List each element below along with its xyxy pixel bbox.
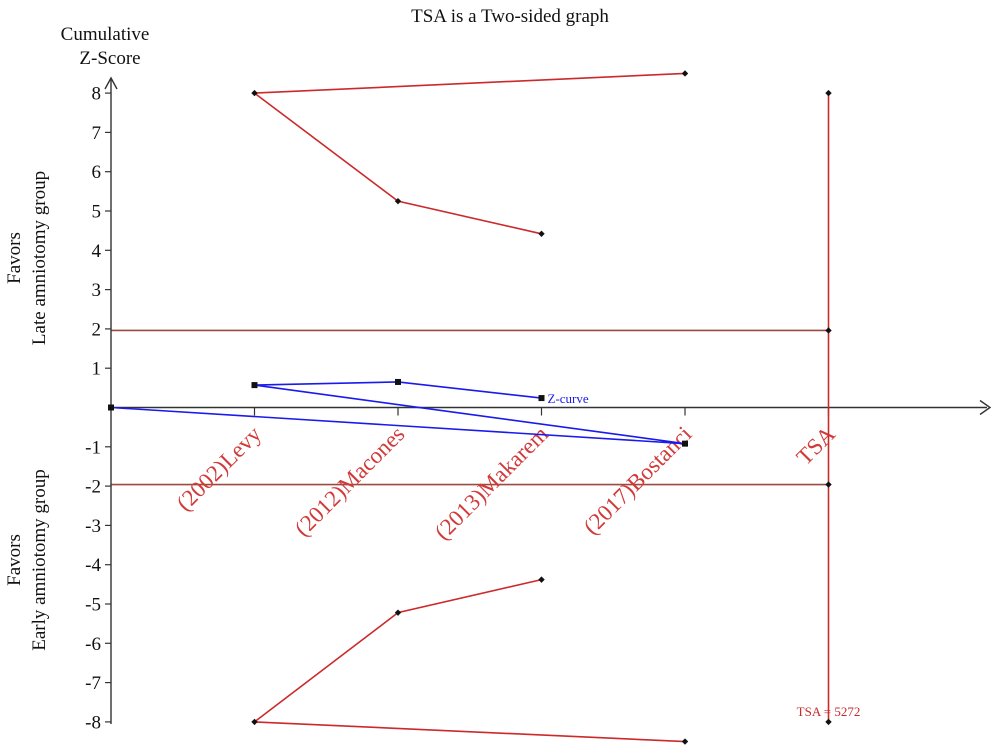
z-curve-point [251, 382, 258, 389]
chart-title: TSA is a Two-sided graph [411, 6, 609, 27]
z-curve-label: Z-curve [548, 391, 589, 406]
y-tick-label: -3 [85, 516, 101, 537]
z-curve-point [108, 404, 114, 411]
boundary-point [538, 230, 545, 237]
favors-early-line1: Favors [4, 534, 25, 586]
monitoring-boundary-upper [254, 92, 542, 235]
favors-late-line2: Late amniotomy group [29, 171, 50, 345]
tsa-line-marker [825, 481, 832, 488]
tsa-line-marker [825, 718, 832, 726]
y-tick-label: 6 [92, 162, 102, 183]
boundary-point [681, 70, 689, 77]
tsa-line-marker [825, 327, 832, 334]
x-category-label: (2012)Macones [290, 421, 410, 541]
y-tick-label: -2 [85, 477, 101, 498]
x-category-label: (2017)Bostanci [579, 421, 697, 539]
x-category-label: TSA [792, 421, 841, 470]
favors-late-line1: Favors [4, 232, 25, 284]
y-tick-label: -5 [85, 595, 101, 616]
tsa-sample-size-label: TSA = 5272 [797, 704, 861, 719]
tsa-line-marker [825, 89, 832, 97]
y-tick-label: -8 [85, 712, 101, 733]
boundary-point [394, 609, 402, 616]
z-curve-point [395, 378, 401, 385]
x-axis-arrow [979, 399, 992, 416]
z-curve-point [682, 440, 688, 447]
y-label-bottom: Z-Score [79, 48, 140, 69]
outer-boundary-lower [254, 721, 686, 743]
y-label-top: Cumulative [61, 24, 150, 45]
y-tick-label: -7 [85, 673, 101, 694]
boundary-point [394, 197, 402, 205]
boundary-point [681, 738, 689, 745]
y-axis-arrow [104, 76, 118, 90]
y-tick-label: 5 [92, 202, 102, 223]
y-tick-label: 3 [92, 280, 102, 301]
y-tick-label: -6 [85, 634, 101, 655]
favors-early-line2: Early amniotomy group [29, 469, 50, 651]
y-tick-label: 7 [92, 123, 102, 144]
outer-boundary-upper [254, 72, 686, 94]
x-category-label: (2013)Makarem [430, 421, 553, 544]
z-curve-point [538, 395, 545, 402]
plot-layer: -8 -7 -6 -5 -4 -3 -2 -1 1 2 3 4 5 6 7 8 (2002)Levy (2012)… [85, 70, 992, 745]
y-tick-label: -4 [85, 555, 101, 576]
boundary-point [251, 718, 258, 726]
x-category-label: (2002)Levy [172, 421, 267, 516]
y-tick-label: 1 [92, 359, 102, 380]
boundary-point [251, 89, 258, 97]
y-tick-label: 2 [92, 319, 102, 340]
y-tick-label: -1 [85, 437, 101, 458]
y-tick-label: 8 [92, 84, 102, 105]
boundary-point [538, 576, 545, 583]
y-tick-label: 4 [92, 241, 102, 262]
monitoring-boundary-lower [254, 578, 542, 723]
